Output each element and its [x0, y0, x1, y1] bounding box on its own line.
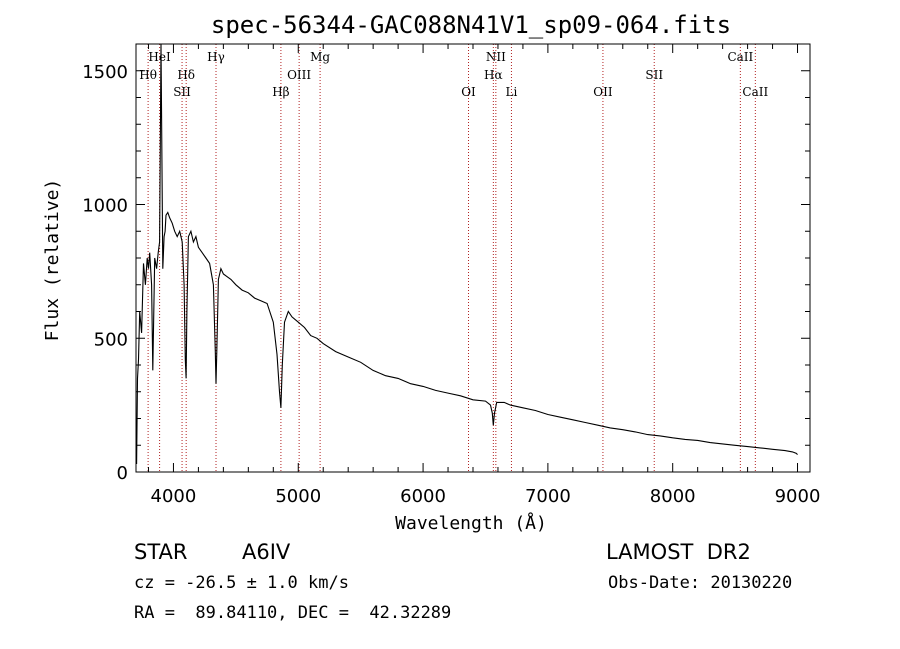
y-tick-label: 1500	[82, 62, 128, 83]
redshift-cz: cz = -26.5 ± 1.0 km/s	[134, 573, 349, 593]
spectral-line-label: Hδ	[177, 68, 195, 82]
spectral-line-label: Mg	[310, 50, 330, 64]
spectral-line-label: Hγ	[207, 50, 225, 64]
spectral-line-label: Hβ	[272, 85, 289, 99]
chart-title: spec-56344-GAC088N41V1_sp09-064.fits	[211, 11, 731, 39]
x-tick-label: 7000	[525, 486, 571, 507]
spectral-line-label: NII	[486, 50, 506, 64]
x-tick-label: 4000	[151, 486, 197, 507]
x-tick-label: 5000	[275, 486, 321, 507]
spectral-line-label: OI	[461, 85, 476, 99]
x-tick-label: 8000	[650, 486, 696, 507]
axis-ticks: 4000 5000 6000 7000 8000 9000 0 500 1000 1500	[82, 44, 820, 507]
y-axis-label: Flux (relative)	[42, 179, 63, 342]
spectral-line-label: SII	[173, 85, 191, 99]
x-axis-label: Wavelength (Å)	[395, 512, 547, 534]
spectral-line-label: HeI	[148, 50, 171, 64]
spectral-line-label: OII	[593, 85, 613, 99]
coordinates: RA = 89.84110, DEC = 42.32289	[134, 603, 452, 623]
y-tick-label: 1000	[82, 196, 128, 217]
x-tick-label: 9000	[775, 486, 821, 507]
object-class: STAR	[134, 540, 188, 564]
plot-frame	[135, 43, 811, 473]
spectral-line-label: OIII	[287, 68, 311, 82]
spectral-line-label: CaII	[727, 50, 753, 64]
spectral-line-label: Li	[506, 85, 518, 99]
y-tick-label: 0	[117, 463, 128, 484]
spectrum-line	[136, 43, 798, 465]
observation-date: Obs-Date: 20130220	[608, 573, 793, 593]
spectral-line-label: Hθ	[139, 68, 157, 82]
x-tick-label: 6000	[400, 486, 446, 507]
spectral-line-label: CaII	[742, 85, 768, 99]
y-tick-label: 500	[94, 329, 128, 350]
spectral-line-label: Hα	[484, 68, 503, 82]
survey-name: LAMOST DR2	[606, 540, 751, 564]
spectral-subclass: A6IV	[242, 540, 291, 564]
spectral-line-label: SII	[645, 68, 663, 82]
